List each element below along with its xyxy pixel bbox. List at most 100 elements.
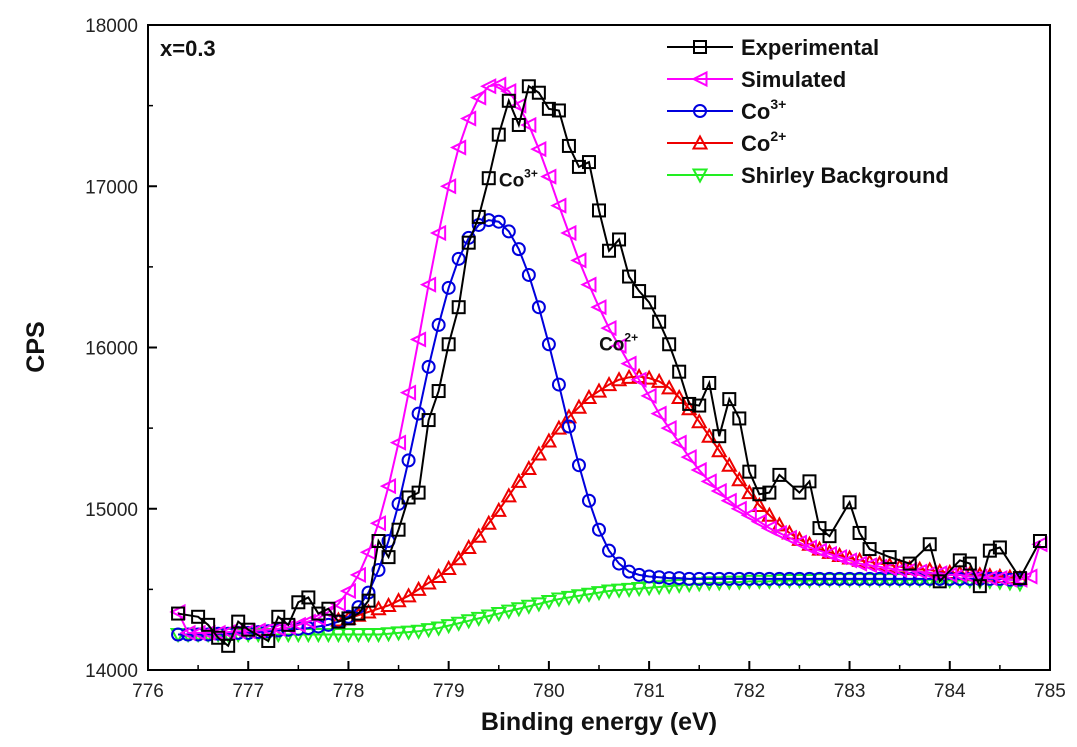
data-point (560, 224, 577, 242)
data-point (571, 159, 586, 174)
x-tick-label: 779 (433, 681, 465, 702)
data-point (179, 624, 196, 642)
data-point (660, 579, 678, 595)
legend-label: Simulated (741, 67, 846, 92)
y-axis-title: CPS (22, 321, 50, 372)
x-tick-label: 783 (834, 681, 866, 702)
data-point (451, 300, 466, 315)
data-point (419, 276, 437, 293)
data-point (650, 405, 667, 422)
data-point (391, 522, 406, 537)
data-point (812, 571, 827, 586)
data-point (389, 434, 407, 451)
data-point (761, 574, 778, 590)
data-point (842, 495, 857, 510)
data-point (962, 556, 977, 571)
data-point (351, 606, 366, 621)
data-point (551, 377, 566, 392)
data-point (712, 429, 727, 444)
data-point (650, 372, 668, 388)
data-point (501, 93, 516, 108)
data-point (470, 611, 487, 628)
data-point (540, 168, 557, 185)
legend-entry: Experimental (667, 35, 879, 60)
x-tick-label: 784 (934, 681, 966, 702)
legend-marker (691, 134, 709, 150)
data-point (780, 529, 797, 546)
data-point (632, 567, 647, 582)
data-point (520, 599, 538, 615)
y-tick-label: 14000 (85, 661, 138, 682)
data-point (630, 582, 648, 598)
data-point (721, 575, 738, 591)
y-tick-label: 16000 (85, 339, 138, 360)
data-point (652, 314, 667, 329)
data-point (331, 614, 346, 629)
data-point (692, 571, 707, 586)
data-point (490, 76, 507, 93)
data-point (370, 600, 387, 616)
data-point (320, 628, 337, 644)
series-line (178, 219, 1020, 636)
y-tick-label: 15000 (85, 500, 138, 521)
data-point (690, 461, 707, 479)
data-point (660, 379, 678, 395)
data-point (381, 550, 396, 565)
data-point (612, 556, 627, 571)
data-point (500, 604, 517, 620)
data-point (610, 337, 627, 355)
data-point (852, 525, 867, 540)
data-point (530, 597, 548, 613)
data-point (571, 458, 586, 473)
data-point (349, 566, 366, 583)
data-point (441, 337, 456, 352)
data-point (702, 375, 717, 390)
data-point (450, 616, 467, 632)
data-point (369, 515, 387, 532)
data-point (350, 628, 367, 644)
data-point (632, 284, 647, 299)
data-point (600, 320, 617, 337)
data-point (570, 398, 588, 414)
data-point (401, 490, 416, 505)
data-point (650, 580, 668, 596)
data-point (902, 556, 917, 571)
data-point (792, 571, 807, 586)
data-point (751, 496, 768, 513)
data-point (640, 387, 657, 404)
data-point (712, 571, 727, 586)
data-point (490, 501, 507, 517)
data-point (561, 138, 576, 153)
data-point (590, 299, 607, 316)
data-point (411, 485, 426, 500)
series-co2- (330, 367, 1029, 627)
data-point (612, 232, 627, 247)
data-point (862, 571, 877, 586)
data-point (541, 337, 556, 352)
data-point (431, 384, 446, 399)
data-point (810, 542, 827, 559)
data-point (281, 617, 296, 632)
data-point (459, 110, 477, 127)
data-point (400, 625, 417, 641)
data-point (772, 467, 787, 482)
data-point (581, 155, 596, 170)
data-point (732, 571, 747, 586)
data-point (760, 519, 777, 537)
legend-entry: Shirley Background (667, 163, 949, 188)
legend-marker (691, 168, 709, 184)
data-point (449, 139, 467, 156)
data-point (801, 573, 818, 590)
data-point (682, 571, 697, 586)
data-point (491, 127, 506, 142)
data-point (380, 627, 397, 643)
data-point (371, 534, 386, 548)
data-point (981, 569, 998, 587)
data-point (429, 224, 447, 242)
data-point (531, 85, 546, 100)
legend-label: Co2+ (741, 128, 786, 156)
data-point (952, 553, 967, 568)
data-point (652, 570, 667, 585)
